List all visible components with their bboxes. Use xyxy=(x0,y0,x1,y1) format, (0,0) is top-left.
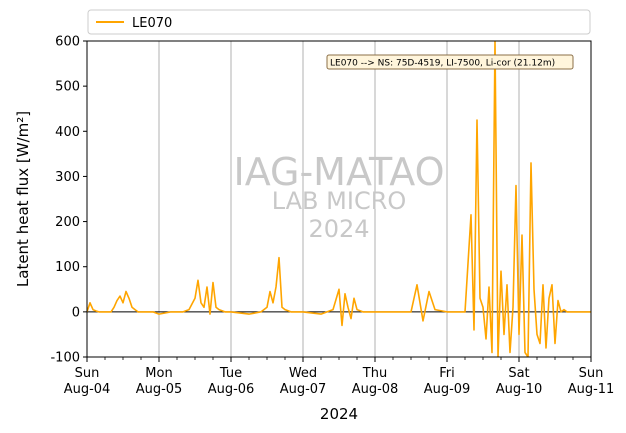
x-tick-day: Thu xyxy=(362,366,387,381)
y-tick-label: 500 xyxy=(55,80,80,95)
x-tick-day: Sun xyxy=(579,366,604,381)
x-axis: SunAug-04MonAug-05TueAug-06WedAug-07ThuA… xyxy=(64,357,615,397)
x-tick-day: Mon xyxy=(145,366,172,381)
x-tick-date: Aug-08 xyxy=(352,382,399,397)
watermark-year: 2024 xyxy=(308,215,369,243)
x-tick-date: Aug-05 xyxy=(136,382,183,397)
legend: LE070 xyxy=(87,9,591,35)
y-tick-label: 100 xyxy=(55,260,80,275)
y-axis: -100 0 100 200 300 400 500 600 xyxy=(50,35,87,366)
x-tick-date: Aug-07 xyxy=(280,382,327,397)
series-line-le070 xyxy=(87,41,591,357)
y-tick-label: 300 xyxy=(55,170,80,185)
y-tick-label: 200 xyxy=(55,215,80,230)
y-tick-label: 600 xyxy=(55,35,80,50)
watermark-subtitle: LAB MICRO xyxy=(272,187,407,215)
x-axis-title: 2024 xyxy=(320,405,358,423)
annotation-box xyxy=(326,54,574,70)
annotation: LE070 --> NS: 75D-4519, LI-7500, Li-cor … xyxy=(326,54,574,70)
legend-box xyxy=(87,9,591,35)
x-tick-date: Aug-10 xyxy=(496,382,543,397)
y-tick-label: 0 xyxy=(72,305,80,320)
x-tick-day: Wed xyxy=(289,366,317,381)
y-tick-label: -100 xyxy=(50,351,80,366)
x-tick-day: Fri xyxy=(439,366,455,381)
x-tick-day: Sun xyxy=(75,366,100,381)
x-tick-date: Aug-11 xyxy=(568,382,615,397)
x-tick-day: Sat xyxy=(508,366,529,381)
y-axis-title: Latent heat flux [W/m²] xyxy=(14,111,32,287)
watermark-title: IAG-MATAO xyxy=(233,150,444,194)
x-tick-date: Aug-06 xyxy=(208,382,255,397)
legend-label-le070: LE070 xyxy=(132,16,172,31)
x-tick-date: Aug-04 xyxy=(64,382,111,397)
plot-frame xyxy=(87,41,591,357)
series-clip xyxy=(87,41,591,357)
watermark: IAG-MATAO LAB MICRO 2024 xyxy=(233,150,444,243)
annotation-text: LE070 --> NS: 75D-4519, LI-7500, Li-cor … xyxy=(330,59,555,69)
plot-area: IAG-MATAO LAB MICRO 2024 LE070 --> NS: 7… xyxy=(86,40,592,358)
y-tick-label: 400 xyxy=(55,125,80,140)
x-tick-day: Tue xyxy=(219,366,242,381)
x-tick-date: Aug-09 xyxy=(424,382,471,397)
